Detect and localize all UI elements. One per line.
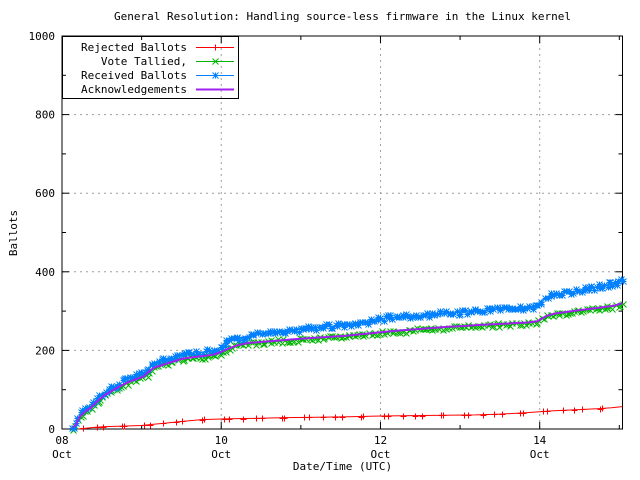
legend-item-acknowledgements: Acknowledgements (63, 82, 238, 96)
chart-title: General Resolution: Handling source-less… (114, 10, 571, 23)
legend: Rejected Ballots Vote Tallied, Received … (62, 36, 239, 99)
svg-text:Oct: Oct (211, 448, 231, 461)
legend-label: Acknowledgements (81, 82, 187, 96)
svg-text:800: 800 (35, 109, 55, 122)
legend-item-rejected-ballots: Rejected Ballots (63, 40, 238, 54)
red-plus-line-icon (196, 44, 234, 50)
y-axis-label: Ballots (7, 209, 20, 257)
svg-text:Oct: Oct (52, 448, 72, 461)
svg-text:12: 12 (374, 434, 387, 447)
svg-text:Oct: Oct (530, 448, 550, 461)
svg-text:200: 200 (35, 344, 55, 357)
svg-text:14: 14 (533, 434, 547, 447)
svg-text:400: 400 (35, 266, 55, 279)
svg-text:0: 0 (48, 423, 55, 436)
svg-text:10: 10 (215, 434, 228, 447)
svg-text:600: 600 (35, 187, 55, 200)
purple-line-icon (196, 88, 234, 90)
svg-text:1000: 1000 (29, 30, 56, 43)
legend-label: Vote Tallied, (100, 54, 187, 68)
green-x-line-icon (196, 57, 234, 65)
svg-text:08: 08 (55, 434, 68, 447)
legend-item-vote-tallied: Vote Tallied, (63, 54, 238, 68)
blue-star-line-icon (196, 71, 234, 79)
legend-item-received-ballots: Received Ballots (63, 68, 238, 82)
x-axis-label: Date/Time (UTC) (292, 460, 393, 473)
svg-text:Oct: Oct (371, 448, 391, 461)
legend-label: Received Ballots (81, 68, 187, 82)
legend-label: Rejected Ballots (81, 40, 187, 54)
